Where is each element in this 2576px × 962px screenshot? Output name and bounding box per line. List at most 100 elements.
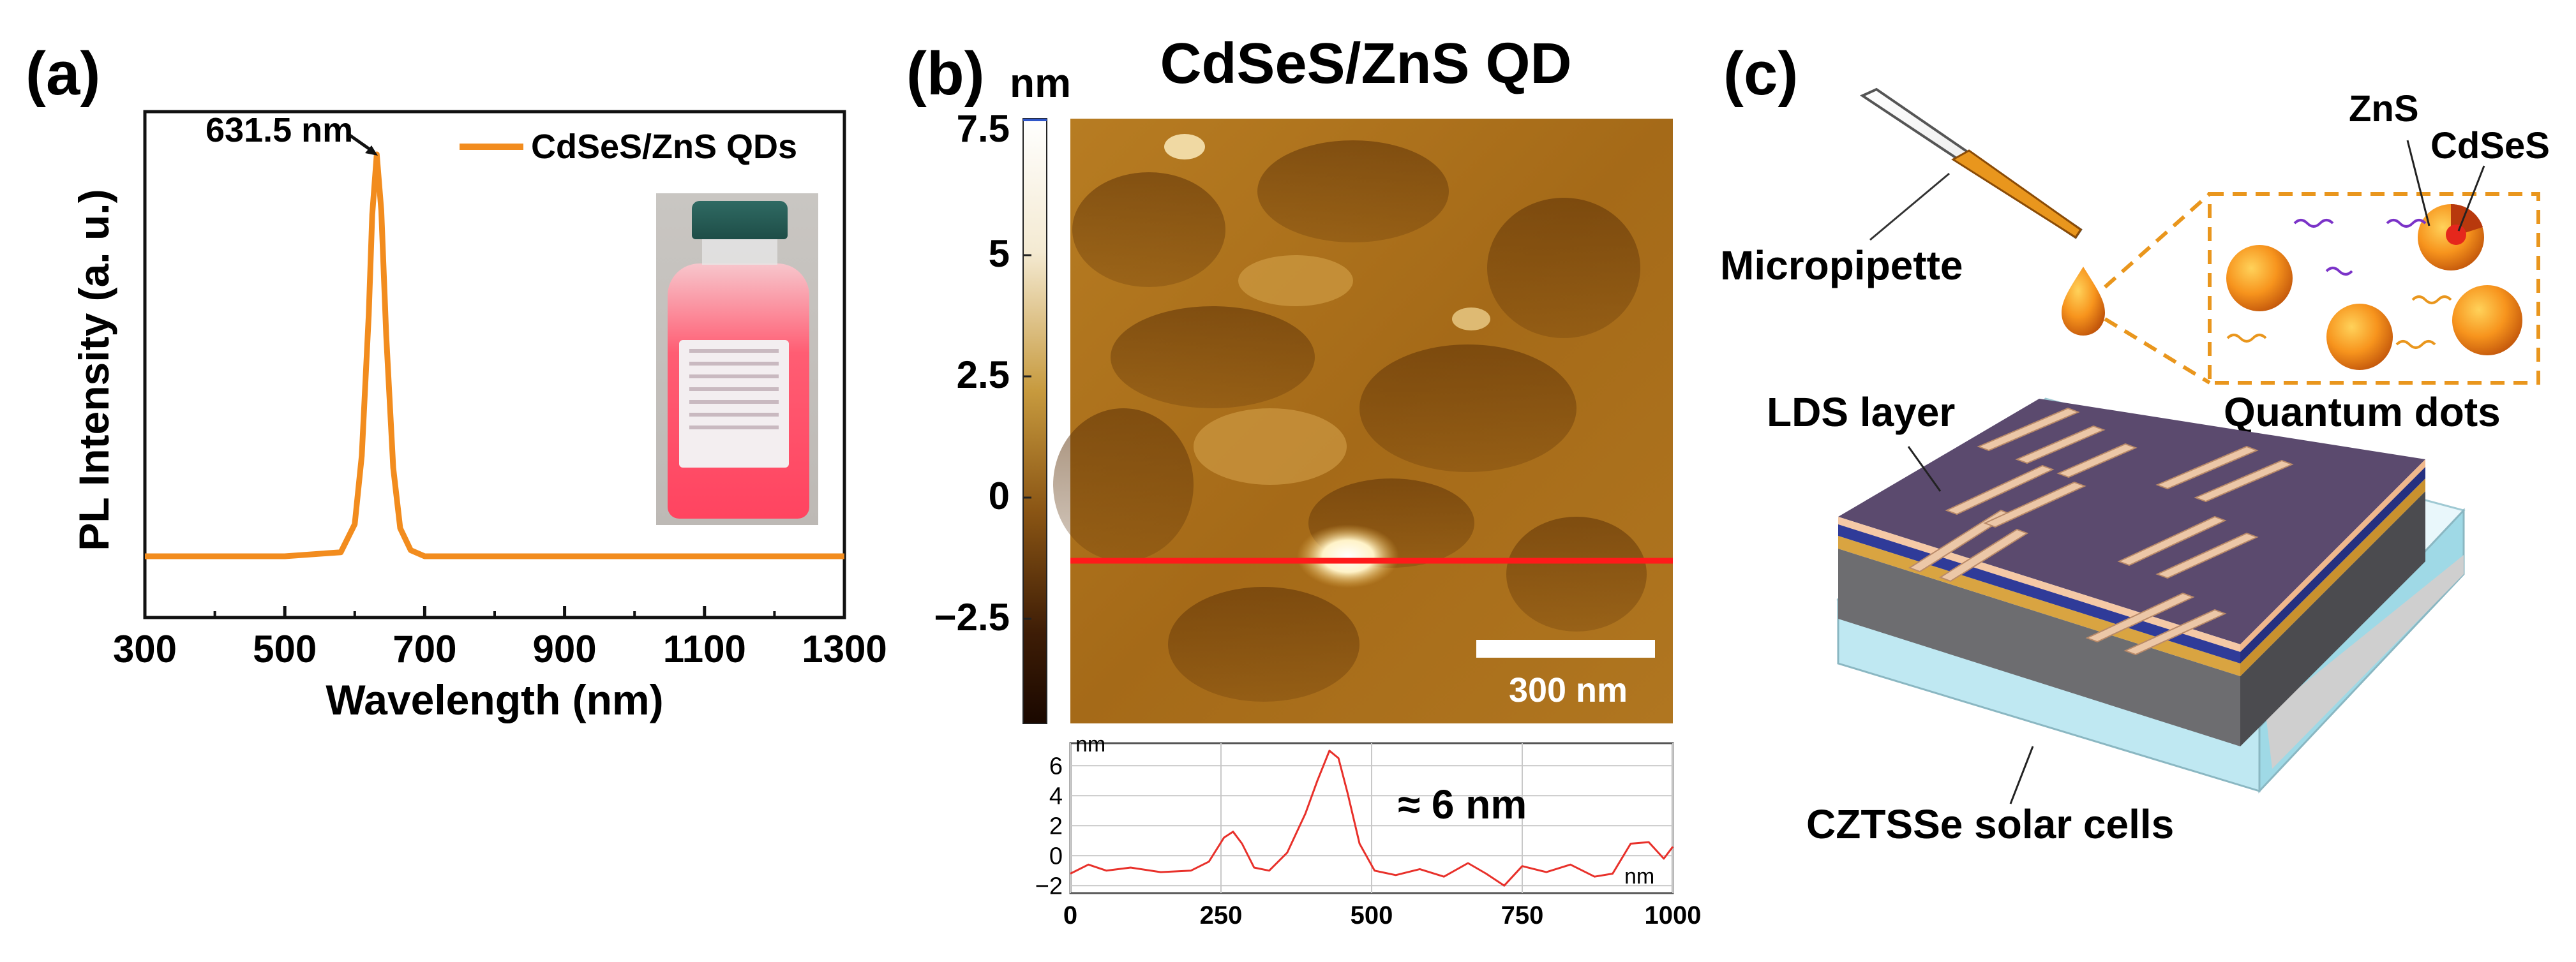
micropipette-label: Micropipette — [1720, 242, 1963, 288]
grid-bar — [2117, 515, 2227, 566]
afm-dark-region — [1506, 517, 1647, 632]
profile-x-tick-label: 500 — [1351, 901, 1393, 929]
quantum-dots-label: Quantum dots — [2224, 389, 2501, 435]
legend-label: CdSeS/ZnS QDs — [531, 128, 797, 166]
grid-bar — [1983, 481, 2086, 528]
colorbar-unit: nm — [1010, 60, 1071, 106]
afm-title: CdSeS/ZnS QD — [1160, 32, 1571, 96]
x-tick-label: 1100 — [663, 628, 746, 670]
afm-bright-region — [1194, 408, 1347, 485]
x-tick-label: 500 — [253, 628, 317, 670]
vial-cap — [692, 201, 788, 239]
photon-wave — [2395, 340, 2436, 349]
profile-annotation: ≈ 6 nm — [1398, 781, 1527, 827]
cdses-label: CdSeS — [2430, 125, 2550, 166]
vial-neck — [702, 239, 777, 265]
pl-spectrum-chart: 300 500 700 900 1100 1300 — [113, 110, 887, 670]
x-tick-label: 1300 — [802, 628, 887, 670]
pipette-fill — [1951, 149, 2083, 239]
afm-bright-spot — [1164, 134, 1205, 159]
cdses-leader — [2457, 165, 2485, 232]
afm-dark-region — [1359, 344, 1576, 472]
quantum-dot — [2452, 285, 2522, 355]
x-tick-label: 900 — [533, 628, 597, 670]
x-axis-label: Wavelength (nm) — [326, 676, 663, 723]
grid-bar — [1945, 464, 2055, 515]
afm-bright-region — [1238, 255, 1353, 306]
x-tick-label: 300 — [113, 628, 177, 670]
photon-wave — [2411, 295, 2452, 304]
back-contact-side — [2266, 555, 2464, 769]
profile-x-tick-label: 250 — [1200, 901, 1243, 929]
micropipette-leader — [1869, 172, 1950, 241]
afm-bright-spot — [1452, 307, 1490, 330]
ctztsse-absorber-front — [1838, 549, 2240, 746]
grid-bar — [2155, 532, 2259, 579]
afm-dark-region — [1487, 198, 1640, 338]
qd-core — [2446, 225, 2466, 245]
colorbar-tick-label: 5 — [989, 232, 1010, 275]
profile-y-tick-label: −2 — [1035, 873, 1063, 899]
afm-dark-region — [1072, 172, 1225, 287]
profile-x-tick-label: 1000 — [1645, 901, 1702, 929]
afm-bright-particle — [1297, 524, 1399, 588]
lds-layer-side — [2240, 459, 2425, 652]
afm-dark-region — [1257, 140, 1449, 242]
cells-leader — [2009, 746, 2034, 804]
zns-label: ZnS — [2349, 88, 2419, 130]
zns-leader — [2406, 140, 2430, 226]
quantum-dot — [2326, 304, 2393, 370]
y-axis-label: PL Intensity (a. u.) — [70, 189, 117, 551]
colorbar — [1022, 118, 1047, 724]
schematic-panel-c: Micropipette ZnS CdSeS Quantum dots — [1720, 87, 2550, 847]
panel-label-b: (b) — [906, 40, 985, 108]
grid-bar — [2194, 459, 2294, 503]
lds-leader — [1907, 446, 1942, 492]
profile-y-tick-label: 6 — [1049, 753, 1063, 780]
photon-wave — [2325, 267, 2353, 276]
panel-label-c: (c) — [1723, 40, 1798, 108]
photon-wave — [2226, 334, 2267, 343]
metal-grid — [1908, 407, 2294, 656]
grid-bar — [2085, 592, 2195, 643]
scale-bar-label: 300 nm — [1509, 671, 1628, 709]
grid-bar — [2123, 609, 2227, 656]
peak-arrowhead — [365, 145, 378, 156]
afm-dark-region — [1111, 306, 1315, 408]
x-tick-label: 700 — [393, 628, 456, 670]
profile-x-tick-label: 750 — [1501, 901, 1544, 929]
cells-label: CZTSSe solar cells — [1806, 801, 2174, 847]
grid-bar — [1977, 407, 2080, 452]
photon-wave — [2293, 219, 2334, 228]
panel-label-a: (a) — [26, 40, 100, 108]
vial-photo — [656, 193, 818, 525]
lds-label: LDS layer — [1767, 389, 1955, 435]
profile-y-tick-label: 4 — [1049, 783, 1063, 810]
colorbar-tick-label: 2.5 — [957, 353, 1010, 396]
zoom-line — [2104, 192, 2211, 289]
peak-annotation: 631.5 nm — [206, 111, 353, 149]
zoom-line — [2104, 317, 2211, 385]
profile-line — [1070, 750, 1674, 887]
grid-bar — [2056, 443, 2138, 478]
grid-bar — [2155, 445, 2259, 490]
profile-x-tick-label: 0 — [1063, 901, 1077, 929]
colorbar-tick-label: −2.5 — [934, 596, 1010, 639]
scale-bar — [1476, 640, 1655, 658]
qd-zoom-box — [2208, 192, 2540, 385]
colorbar-tick-group — [1023, 254, 1031, 620]
profile-y-tick-label: 0 — [1049, 843, 1063, 870]
profile-y-tick-label: 2 — [1049, 813, 1063, 840]
profile-x-unit: nm — [1624, 864, 1654, 889]
profile-y-unit: nm — [1075, 732, 1105, 757]
window-layer-front — [1838, 536, 2240, 676]
droplet — [2062, 267, 2105, 336]
pl-spectrum-line — [145, 151, 844, 559]
afm-dark-region — [1053, 408, 1194, 561]
afm-dark-region — [1168, 587, 1359, 702]
ctztsse-absorber-side — [2240, 491, 2425, 746]
window-layer-side — [2240, 478, 2425, 676]
colorbar-tick-label: 7.5 — [957, 107, 1010, 150]
tco-layer-side — [2240, 466, 2425, 663]
